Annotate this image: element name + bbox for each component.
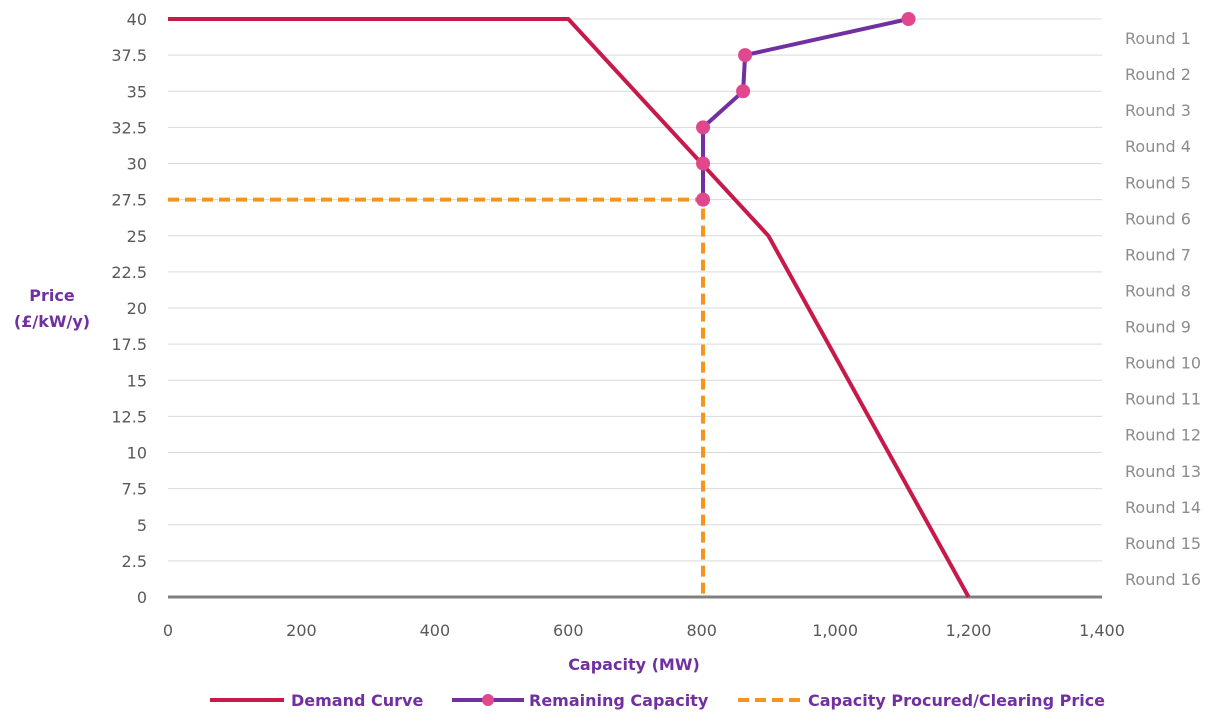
y-tick-label: 7.5: [122, 480, 147, 499]
legend-label: Remaining Capacity: [529, 691, 709, 710]
y-tick-label: 17.5: [111, 335, 147, 354]
round-label: Round 4: [1125, 137, 1191, 156]
y-tick-label: 30: [127, 155, 147, 174]
round-label: Round 8: [1125, 281, 1191, 300]
round-label: Round 9: [1125, 318, 1191, 337]
round-label: Round 13: [1125, 462, 1201, 481]
x-tick-label: 800: [686, 621, 717, 640]
data-point: [736, 84, 751, 99]
round-label: Round 16: [1125, 570, 1201, 589]
y-tick-label: 27.5: [111, 191, 147, 210]
round-label: Round 11: [1125, 390, 1201, 409]
series-line-2: [168, 197, 705, 597]
y-axis-title-line-1: Price: [29, 286, 75, 305]
round-label: Round 1: [1125, 29, 1191, 48]
round-label: Round 14: [1125, 498, 1201, 517]
legend: Demand Curve Remaining Capacity Capacity P…: [210, 691, 1105, 710]
legend-marker: [482, 694, 494, 706]
x-tick-label: 1,000: [812, 621, 858, 640]
round-label: Round 10: [1125, 354, 1201, 373]
y-axis-title-line-2: (£/kW/y): [14, 312, 90, 331]
y-tick-label: 25: [127, 227, 147, 246]
x-tick-label: 600: [553, 621, 584, 640]
x-tick-label: 1,200: [946, 621, 992, 640]
y-tick-label: 12.5: [111, 407, 147, 426]
x-tick-label: 0: [163, 621, 173, 640]
gridlines: [168, 18, 1102, 562]
x-tick-label: 400: [420, 621, 451, 640]
legend-label: Capacity Procured/Clearing Price: [808, 691, 1105, 710]
y-tick-label: 10: [127, 444, 147, 463]
x-tick-label: 1,400: [1079, 621, 1125, 640]
y-tick-label: 37.5: [111, 46, 147, 65]
x-tick-labels: 0 200 400 600 800 1,000 1,200 1,400: [163, 621, 1125, 640]
x-axis-title: Capacity (MW): [568, 655, 700, 674]
data-point: [696, 156, 711, 171]
round-label: Round 2: [1125, 65, 1191, 84]
y-tick-label: 2.5: [122, 552, 147, 571]
y-tick-label: 22.5: [111, 263, 147, 282]
series-line-0: [168, 17, 971, 598]
series-layer: [168, 12, 971, 598]
data-point: [901, 12, 916, 26]
round-label: Round 3: [1125, 101, 1191, 120]
round-labels: Round 1 Round 2 Round 3 Round 4 Round 5 Round…: [1125, 29, 1201, 589]
x-tick-label: 200: [286, 621, 317, 640]
legend-label: Demand Curve: [291, 691, 423, 710]
round-label: Round 7: [1125, 245, 1191, 264]
y-tick-label: 20: [127, 299, 147, 318]
round-label: Round 6: [1125, 209, 1191, 228]
series-line-1: [701, 17, 909, 200]
y-tick-label: 40: [127, 10, 147, 29]
y-tick-label: 32.5: [111, 118, 147, 137]
round-label: Round 12: [1125, 426, 1201, 445]
round-label: Round 15: [1125, 534, 1201, 553]
y-tick-label: 15: [127, 371, 147, 390]
data-point: [738, 48, 753, 63]
round-label: Round 5: [1125, 173, 1191, 192]
y-tick-label: 0: [137, 588, 147, 607]
data-point: [696, 192, 711, 207]
data-point: [696, 120, 711, 135]
y-tick-labels: 0 2.5 5 7.5 10 12.5 15 17.5 20 22.5 25 27.5 30 32.5 35…: [111, 10, 147, 607]
y-tick-label: 35: [127, 82, 147, 101]
y-tick-label: 5: [137, 516, 147, 535]
